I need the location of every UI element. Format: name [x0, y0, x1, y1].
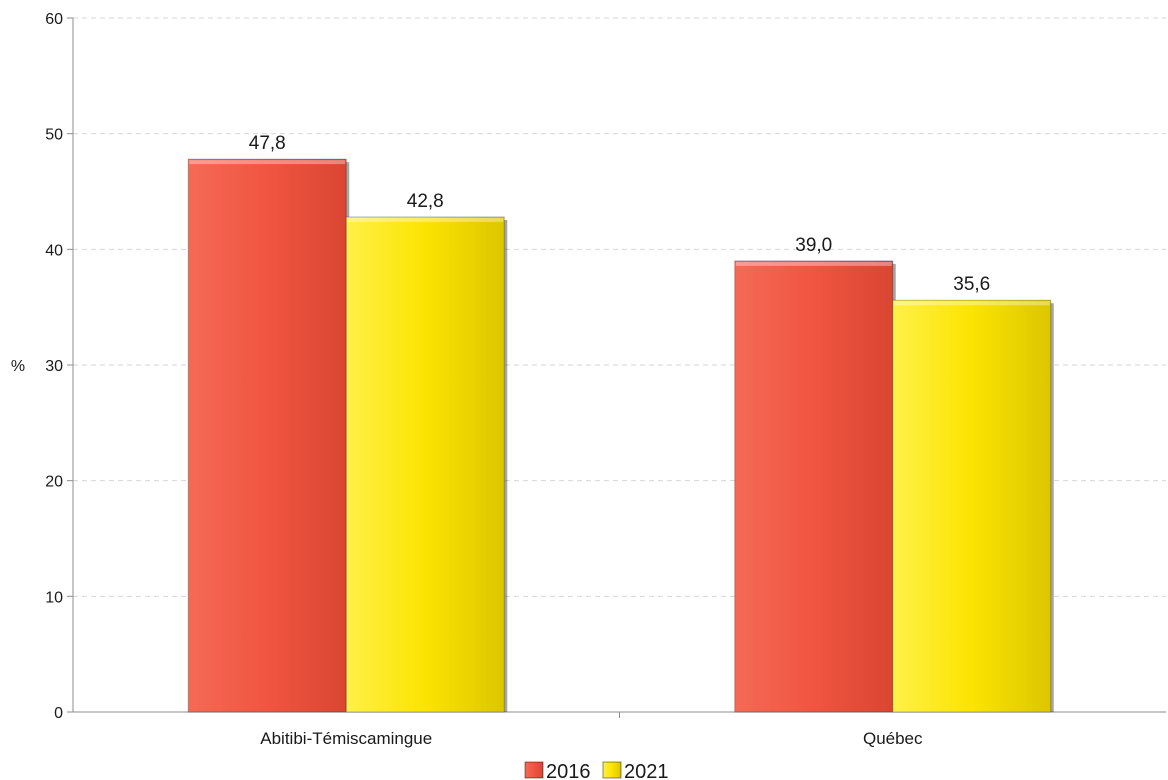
data-label: 39,0 [795, 235, 832, 256]
y-tick-label: 60 [45, 11, 63, 28]
bars [187, 158, 1054, 713]
legend-swatch-2016 [524, 761, 544, 779]
bar-2021-1 [892, 299, 1052, 713]
bar-highlight [189, 160, 346, 165]
bar-highlight [893, 301, 1050, 306]
bar-2016-0 [187, 158, 347, 713]
data-label: 42,8 [407, 191, 444, 212]
y-tick-label: 30 [45, 358, 63, 375]
y-tick-label: 40 [45, 242, 63, 259]
bar-2021-0 [345, 216, 505, 713]
legend: 2016 2021 [524, 761, 669, 780]
labels: 0 10 20 30 40 50 60% 47,8 42,8 Abitibi-Témiscamin… [11, 11, 990, 748]
legend-entry-2021: 2021 [624, 761, 669, 780]
bar-highlight [735, 261, 892, 266]
x-tick-label: Abitibi-Témiscamingue [260, 729, 432, 748]
y-axis-label: % [11, 358, 25, 375]
y-tick-label: 50 [45, 127, 63, 144]
bar-2016-1 [734, 260, 894, 713]
legend-swatch-2021 [602, 761, 622, 779]
data-label: 35,6 [953, 274, 990, 295]
y-tick-label: 0 [54, 705, 63, 722]
y-tick-label: 20 [45, 474, 63, 491]
x-tick-label: Québec [863, 729, 923, 748]
data-label: 47,8 [249, 133, 286, 154]
y-tick-label: 10 [45, 589, 63, 606]
legend-entry-2016: 2016 [546, 761, 591, 780]
bar-highlight [347, 217, 504, 222]
